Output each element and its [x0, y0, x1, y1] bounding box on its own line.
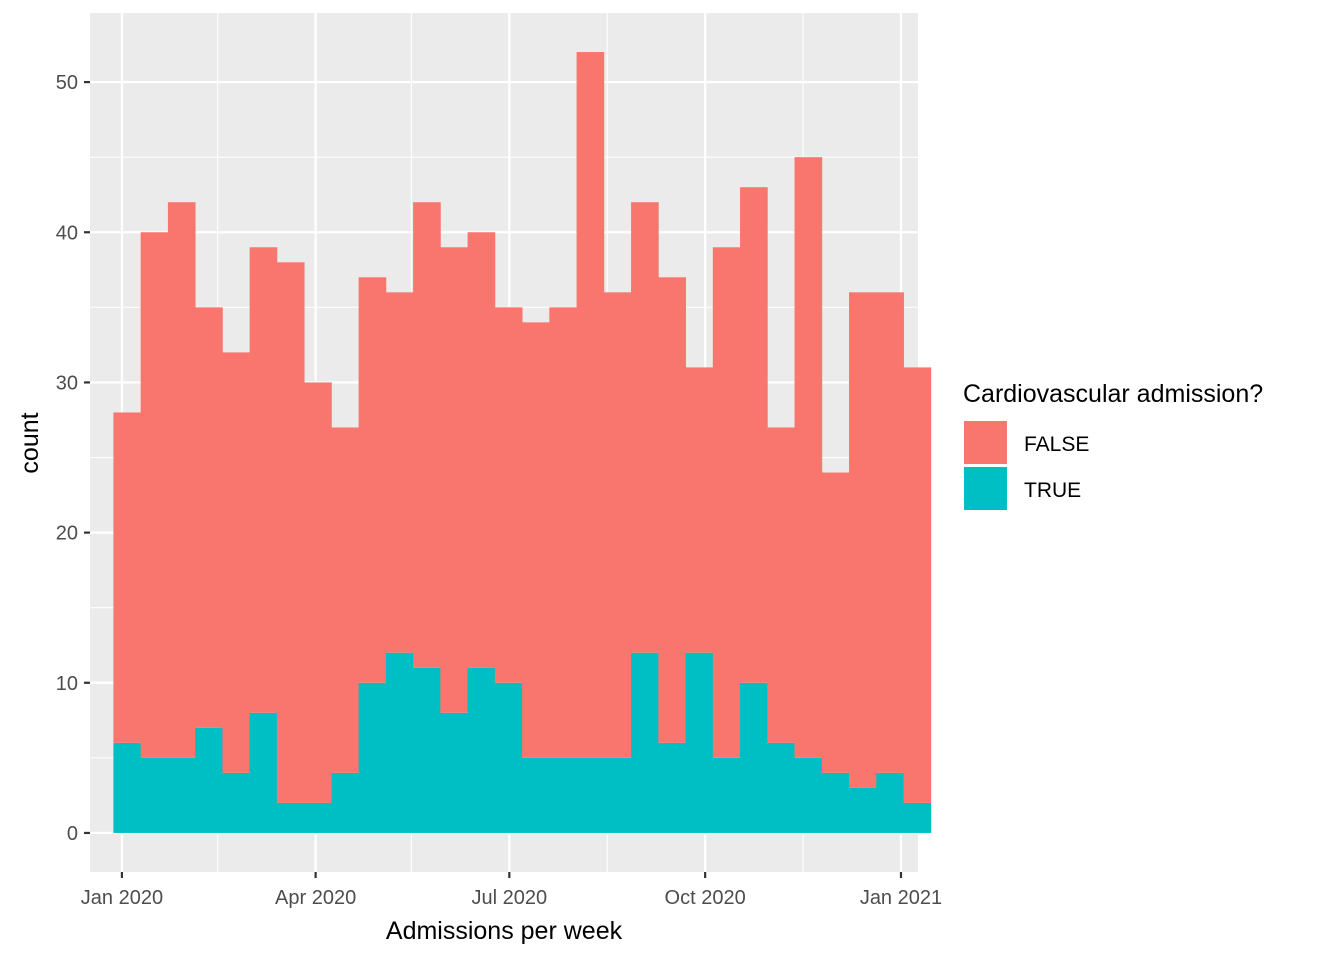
- bar-true: [195, 727, 223, 833]
- x-tick-label: Jul 2020: [472, 887, 548, 909]
- bar-false: [331, 427, 360, 773]
- bar-false: [903, 367, 932, 803]
- bar-false: [549, 307, 577, 758]
- bar-false: [413, 202, 441, 668]
- x-tick-label: Jan 2021: [860, 887, 942, 909]
- bar-true: [794, 757, 823, 833]
- bar-true: [658, 742, 686, 833]
- bar-true: [631, 652, 659, 833]
- bar-true: [440, 712, 469, 833]
- bar-true: [276, 802, 305, 833]
- y-axis-title: count: [16, 412, 44, 473]
- x-tick-label: Oct 2020: [665, 887, 746, 909]
- bar-false: [849, 292, 877, 788]
- bar-true: [222, 772, 251, 833]
- bar-false: [603, 292, 632, 758]
- x-axis-title: Admissions per week: [386, 917, 623, 945]
- bar-true: [712, 757, 741, 833]
- bar-false: [167, 202, 196, 758]
- y-axis: 0 10 20 30 40 50: [56, 72, 90, 845]
- y-tick-label: 50: [56, 72, 78, 94]
- bar-false: [767, 427, 795, 743]
- y-tick-label: 40: [56, 222, 78, 244]
- legend-label-true: TRUE: [1024, 479, 1081, 502]
- bar-false: [658, 277, 686, 743]
- bar-true: [740, 682, 768, 833]
- bar-false: [494, 307, 523, 683]
- bar-true: [876, 772, 904, 833]
- bar-true: [603, 757, 632, 833]
- bar-false: [467, 232, 496, 668]
- legend: Cardiovascular admission? FALSE TRUE: [963, 380, 1263, 510]
- bar-false: [631, 202, 659, 653]
- bar-true: [467, 667, 496, 833]
- legend-label-false: FALSE: [1024, 433, 1089, 456]
- bar-false: [876, 292, 904, 773]
- bar-false: [712, 247, 741, 758]
- bar-false: [440, 247, 469, 713]
- legend-key-true: [964, 467, 1007, 510]
- bar-true: [767, 742, 795, 833]
- bar-true: [522, 757, 550, 833]
- bar-true: [849, 787, 877, 833]
- bar-false: [794, 157, 823, 758]
- bar-false: [576, 52, 605, 758]
- bar-false: [358, 277, 387, 683]
- bar-false: [385, 292, 414, 653]
- bar-false: [821, 472, 850, 773]
- bar-false: [276, 262, 305, 803]
- y-tick-label: 0: [67, 823, 78, 845]
- bar-true: [167, 757, 196, 833]
- bars: [113, 52, 932, 833]
- bar-false: [249, 247, 278, 713]
- bar-false: [522, 322, 550, 758]
- bar-true: [903, 802, 932, 833]
- bar-true: [140, 757, 169, 833]
- bar-false: [113, 412, 142, 743]
- bar-true: [304, 802, 332, 833]
- bar-true: [385, 652, 414, 833]
- y-tick-label: 20: [56, 523, 78, 545]
- bar-true: [331, 772, 360, 833]
- bar-true: [685, 652, 714, 833]
- bar-false: [140, 232, 169, 758]
- x-axis: Jan 2020 Apr 2020 Jul 2020 Oct 2020 Jan 2021: [81, 872, 942, 909]
- bar-true: [821, 772, 850, 833]
- bar-false: [740, 187, 768, 683]
- bar-true: [494, 682, 523, 833]
- bar-false: [685, 367, 714, 653]
- y-tick-label: 30: [56, 372, 78, 394]
- bar-true: [549, 757, 577, 833]
- x-tick-label: Apr 2020: [275, 887, 356, 909]
- bar-true: [576, 757, 605, 833]
- y-tick-label: 10: [56, 673, 78, 695]
- bar-false: [304, 382, 332, 803]
- legend-key-false: [964, 421, 1007, 464]
- bar-true: [113, 742, 142, 833]
- bar-true: [358, 682, 387, 833]
- x-tick-label: Jan 2020: [81, 887, 163, 909]
- legend-title: Cardiovascular admission?: [963, 380, 1263, 408]
- bar-false: [222, 352, 251, 773]
- bar-true: [249, 712, 278, 833]
- bar-false: [195, 307, 223, 728]
- bar-true: [413, 667, 441, 833]
